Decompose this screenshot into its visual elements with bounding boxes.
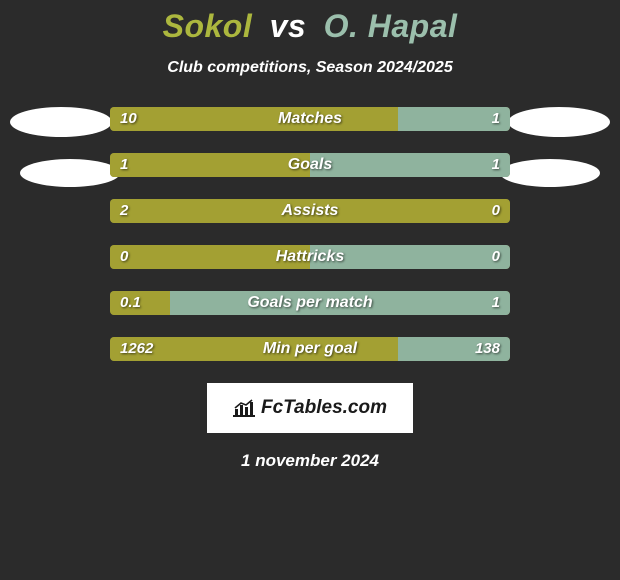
subtitle: Club competitions, Season 2024/2025 <box>0 59 620 77</box>
stat-label: Goals per match <box>110 291 510 315</box>
avatar-right-1 <box>508 107 610 137</box>
stat-row: 1262138Min per goal <box>110 337 510 361</box>
vs-text: vs <box>270 8 307 44</box>
avatar-left-1 <box>10 107 112 137</box>
stat-label: Assists <box>110 199 510 223</box>
chart-icon <box>233 399 255 417</box>
logo-text: FcTables.com <box>233 397 387 419</box>
stat-row: 101Matches <box>110 107 510 131</box>
stat-row: 11Goals <box>110 153 510 177</box>
player1-name: Sokol <box>163 8 253 44</box>
page-title: Sokol vs O. Hapal <box>0 8 620 45</box>
avatar-right-2 <box>500 159 600 187</box>
bars-container: 101Matches 11Goals 20Assists 00Hattricks 0.1… <box>110 107 510 361</box>
logo-box: FcTables.com <box>207 383 413 433</box>
stat-row: 0.11Goals per match <box>110 291 510 315</box>
player2-name: O. Hapal <box>324 8 458 44</box>
logo-label: FcTables.com <box>261 397 387 419</box>
date-text: 1 november 2024 <box>0 451 620 471</box>
comparison-widget: Sokol vs O. Hapal Club competitions, Sea… <box>0 0 620 471</box>
stat-label: Min per goal <box>110 337 510 361</box>
stat-row: 20Assists <box>110 199 510 223</box>
stat-row: 00Hattricks <box>110 245 510 269</box>
stat-label: Goals <box>110 153 510 177</box>
stat-label: Matches <box>110 107 510 131</box>
stat-label: Hattricks <box>110 245 510 269</box>
avatar-left-2 <box>20 159 120 187</box>
chart-area: 101Matches 11Goals 20Assists 00Hattricks 0.1… <box>0 107 620 361</box>
